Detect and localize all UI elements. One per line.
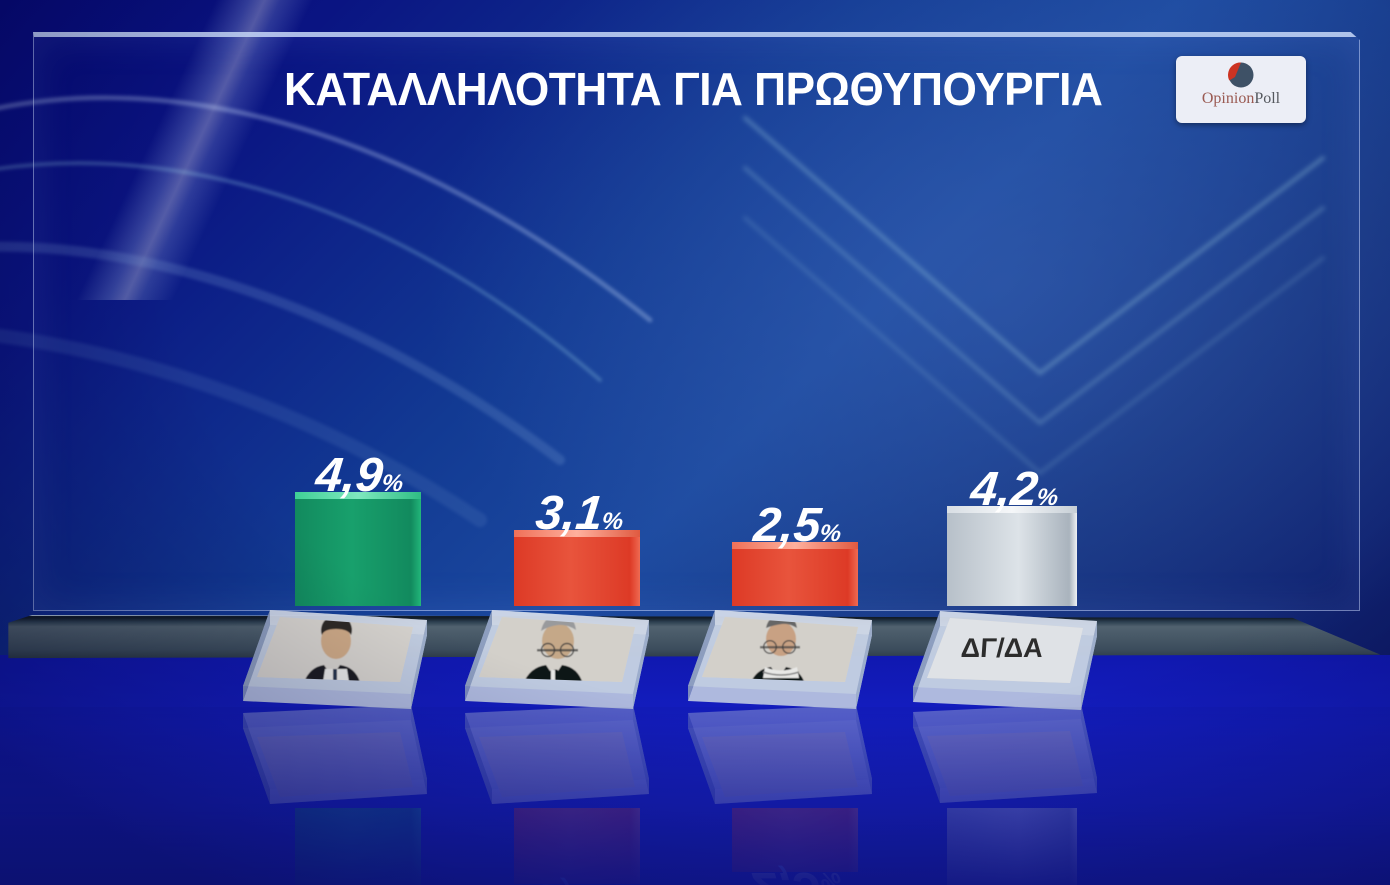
svg-text:ΔΓ/ΔΑ: ΔΓ/ΔΑ	[960, 633, 1044, 663]
